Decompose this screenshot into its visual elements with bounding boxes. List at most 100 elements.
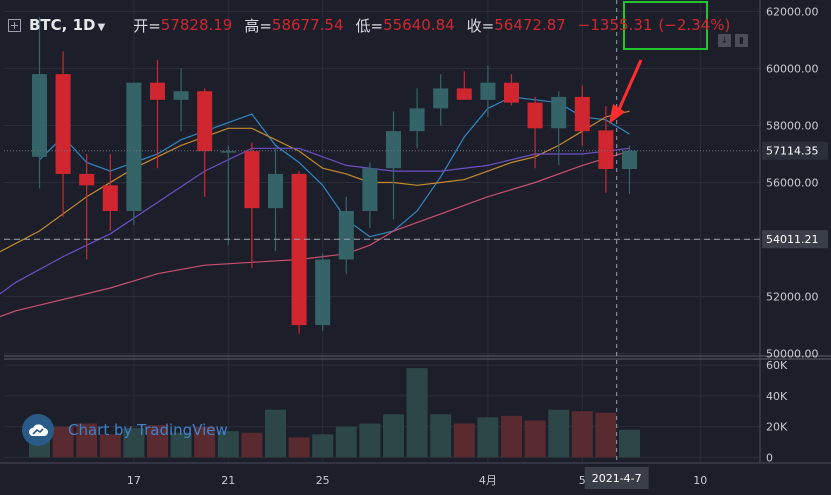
chart-controls: ↓ ▮: [718, 34, 748, 47]
candle-body: [574, 96, 590, 132]
crosshair-date-label: 2021-4-7: [592, 472, 642, 485]
candle-body: [504, 82, 519, 103]
annotations: [609, 1, 708, 124]
candle-body: [102, 185, 118, 212]
volume-bar: [595, 412, 617, 458]
volume-tick-label: 20K: [766, 421, 788, 434]
volume-bar: [453, 423, 475, 458]
candle-body: [32, 74, 47, 157]
candle-body: [551, 96, 567, 129]
volume-bar: [241, 432, 263, 458]
price-marker-label: 57114.35: [766, 145, 819, 158]
candle-body: [150, 82, 165, 100]
candle-body: [173, 91, 189, 100]
volume-bar: [524, 420, 546, 458]
volume-axis: 0 20K 40K 60K: [766, 359, 788, 464]
price-tick-label: 52000.00: [766, 291, 819, 304]
volume-bar: [359, 423, 381, 458]
change-value: −1355.31: [577, 16, 653, 34]
candle-body: [291, 173, 307, 326]
candle-body: [362, 168, 378, 212]
volume-bar: [147, 425, 168, 458]
volume-bar: [335, 426, 357, 458]
annotation-arrow-head: [609, 104, 625, 124]
volume-bar: [123, 428, 145, 458]
volume-bar: [194, 426, 216, 458]
price-axis: 50000.0052000.0054000.0056000.0058000.00…: [762, 5, 828, 361]
volume-bar: [217, 431, 239, 458]
low-value: 55640.84: [383, 16, 455, 34]
volume-tick-label: 0: [766, 451, 773, 464]
crosshair-date-box: [584, 467, 649, 489]
time-tick-label: 5: [579, 474, 586, 487]
symbol-interval[interactable]: BTC, 1D ▼: [29, 16, 106, 34]
price-tick-label: 62000.00: [766, 5, 819, 18]
candle-body: [197, 91, 213, 152]
candle-body: [480, 82, 496, 100]
candle-body: [622, 150, 637, 170]
change-percent: (−2.34%): [658, 16, 731, 34]
price-tick-label: 60000.00: [766, 62, 819, 75]
price-candles: [32, 17, 637, 334]
ohlc-legend: BTC, 1D ▼ 开= 57828.19 高= 58677.54 低= 55640.8…: [8, 10, 742, 40]
price-tick-label: 50000.00: [766, 348, 819, 361]
volume-tick-label: 40K: [766, 390, 788, 403]
candle-body: [338, 211, 354, 260]
expand-icon[interactable]: [8, 18, 21, 32]
overlay-lines: [4, 0, 760, 463]
volume-bars: [29, 368, 640, 458]
candle-body: [126, 82, 142, 212]
close-value: 56472.87: [494, 16, 566, 34]
price-marker-label: 54011.21: [766, 233, 819, 246]
candle-body: [55, 74, 71, 174]
price-tick-label: 56000.00: [766, 176, 819, 189]
volume-bar: [501, 415, 522, 458]
candle-body: [598, 130, 614, 170]
price-marker-box: [762, 230, 828, 249]
price-tick-label: 58000.00: [766, 119, 819, 132]
watermark-text: Chart by TradingView: [68, 421, 228, 439]
candle-body: [268, 173, 283, 209]
volume-bar: [99, 434, 121, 458]
volume-bar: [52, 426, 74, 458]
volume-bar: [288, 437, 310, 458]
volume-bar: [170, 432, 192, 458]
chevron-down-icon[interactable]: ▼: [97, 22, 106, 33]
open-value: 57828.19: [160, 16, 233, 34]
cloud-icon: [22, 414, 54, 446]
candle-body: [220, 151, 236, 153]
volume-bar: [383, 414, 404, 458]
volume-tick-label: 60K: [766, 359, 788, 372]
toggle-icon[interactable]: ▮: [735, 34, 748, 47]
price-marker-box: [762, 141, 828, 160]
candle-body: [315, 259, 331, 326]
time-tick-label: 4月: [479, 474, 497, 487]
volume-bar: [477, 417, 499, 458]
volume-bar: [430, 414, 452, 458]
annotation-arrow-shaft: [615, 59, 643, 115]
close-key: 收=: [466, 16, 495, 35]
candle-body: [409, 108, 425, 132]
volume-bar: [76, 423, 98, 458]
time-tick-label: 17: [127, 474, 141, 487]
candle-body: [79, 173, 95, 186]
volume-bar: [619, 429, 640, 458]
time-axis: 31721254月5102021-4-7: [127, 467, 707, 489]
time-tick-label: 25: [316, 474, 330, 487]
volume-bar: [571, 411, 593, 458]
candle-body: [386, 131, 401, 169]
high-key: 高=: [244, 16, 272, 35]
arrow-down-icon[interactable]: ↓: [718, 34, 731, 47]
candle-body: [456, 88, 472, 100]
high-value: 58677.54: [271, 16, 344, 34]
volume-bar: [406, 368, 428, 458]
candle-body: [433, 88, 449, 109]
time-tick-label: 21: [221, 474, 235, 487]
candle-body: [244, 151, 260, 209]
highlight-box: [623, 1, 708, 50]
volume-bar: [312, 434, 334, 458]
low-key: 低=: [355, 16, 384, 35]
tradingview-watermark: Chart by TradingView: [22, 414, 228, 446]
time-tick-label: 10: [693, 474, 707, 487]
